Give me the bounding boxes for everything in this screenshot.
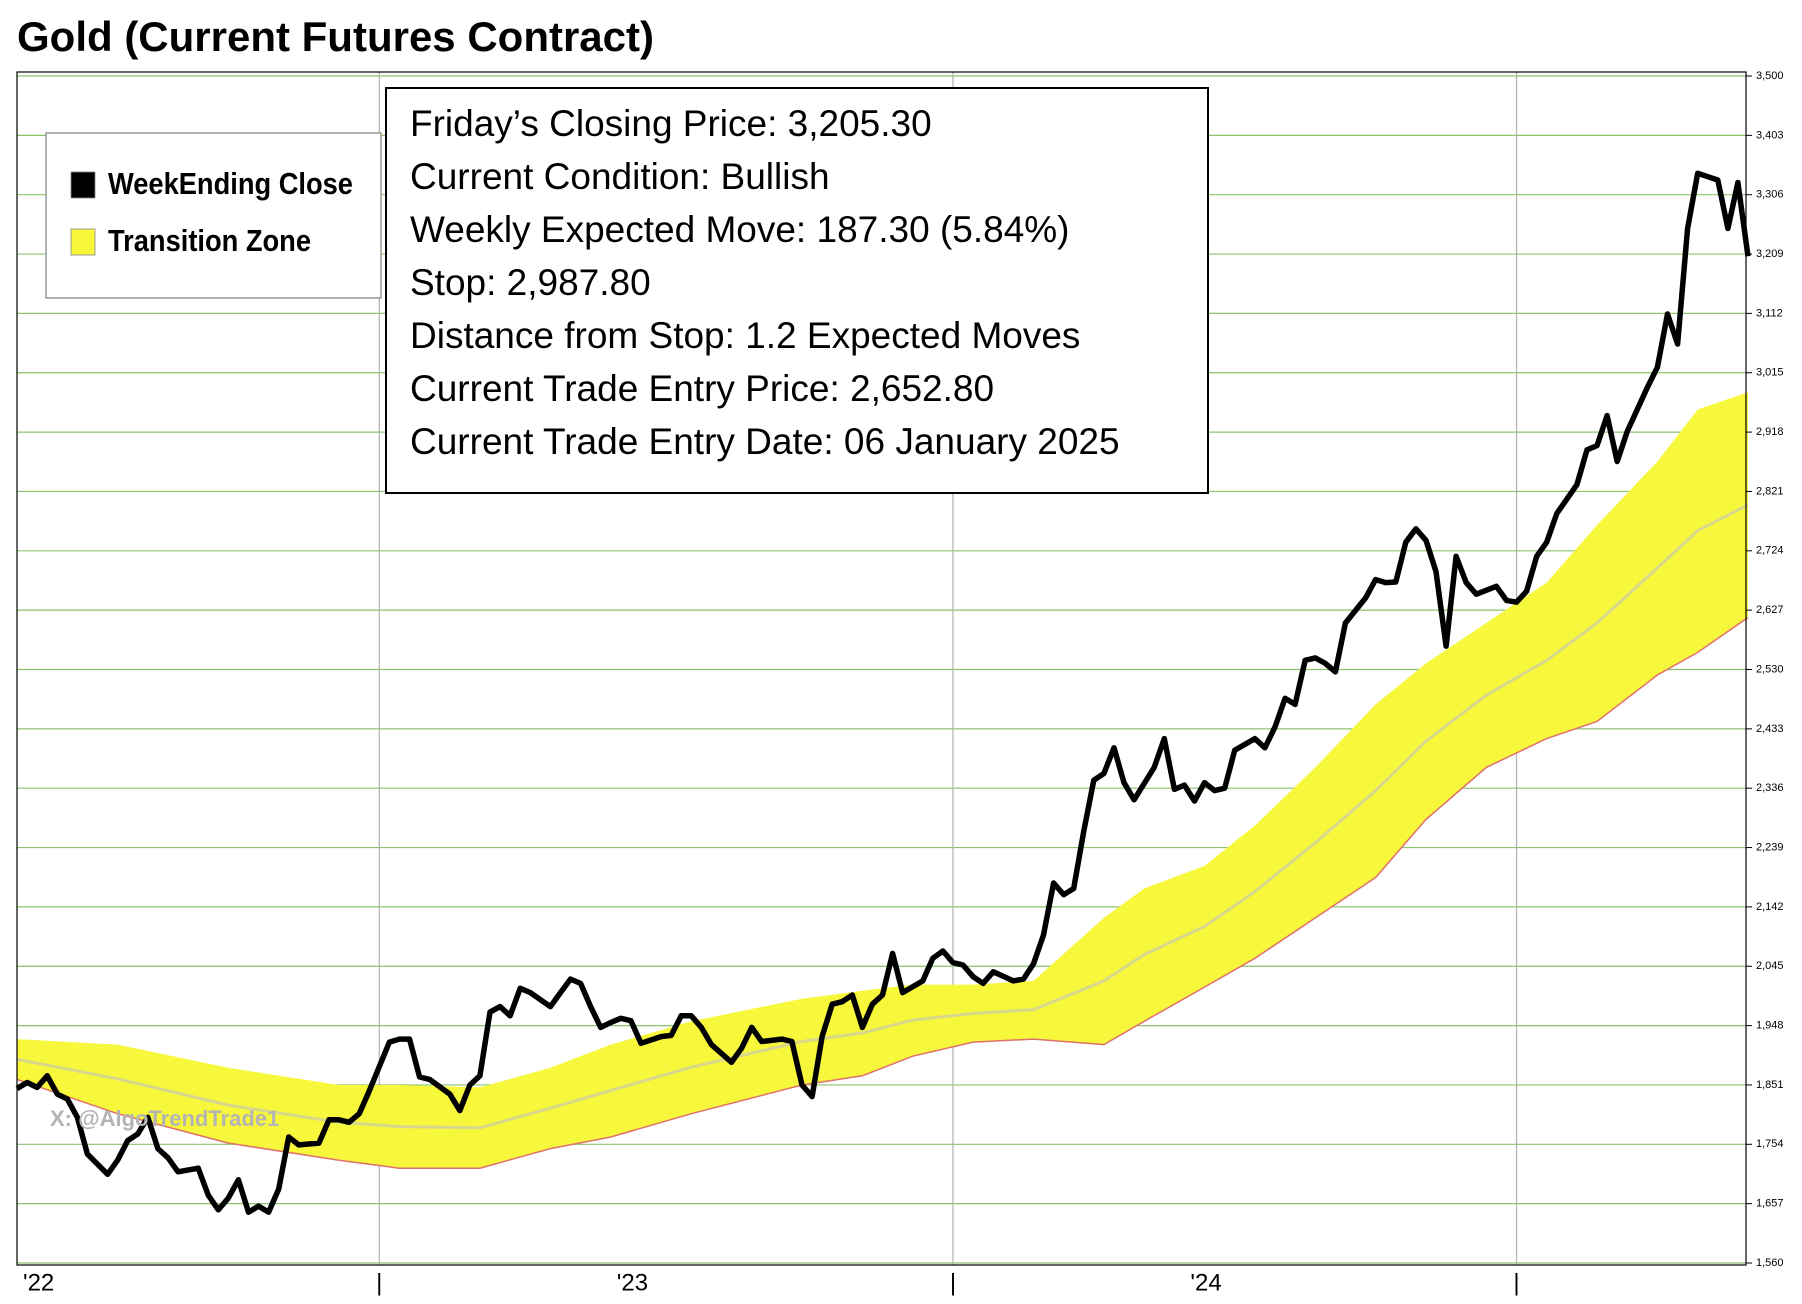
legend: WeekEnding Close Transition Zone (45, 132, 382, 299)
info-line: Weekly Expected Move: 187.30 (5.84%) (410, 209, 1070, 250)
zone-mid-line (16, 503, 1749, 1130)
info-line: Friday’s Closing Price: 3,205.30 (410, 103, 932, 144)
info-line: Current Condition: Bullish (410, 156, 830, 197)
info-line: Distance from Stop: 1.2 Expected Moves (410, 315, 1080, 356)
info-line: Stop: 2,987.80 (410, 262, 651, 303)
x-tick-label: | (1513, 1269, 1519, 1296)
transition-zone (17, 392, 1748, 1169)
y-tick-label: 1,754 (1756, 1138, 1784, 1150)
y-tick-label: 1,560 (1756, 1257, 1784, 1269)
y-tick-label: 2,530 (1756, 663, 1784, 675)
y-tick-label: 2,239 (1756, 841, 1784, 853)
y-tick-label: 1,851 (1756, 1079, 1784, 1091)
x-tick-label: | (950, 1269, 956, 1296)
close-line (15, 170, 1751, 1215)
y-tick-label: 2,336 (1756, 782, 1784, 794)
legend-label: WeekEnding Close (108, 168, 353, 202)
y-tick-label: 3,306 (1756, 189, 1784, 201)
chart-title: Gold (Current Futures Contract) (17, 13, 654, 60)
info-line: Current Trade Entry Price: 2,652.80 (410, 368, 994, 409)
y-tick-label: 2,433 (1756, 723, 1784, 735)
y-tick-label: 3,209 (1756, 248, 1784, 260)
y-tick-label: 2,627 (1756, 604, 1784, 616)
info-line: Current Trade Entry Date: 06 January 202… (410, 421, 1120, 462)
y-tick-label: 3,403 (1756, 129, 1784, 141)
y-tick-label: 2,724 (1756, 545, 1784, 557)
plot-frame (16, 71, 1747, 1266)
watermark: X: @AlgoTrendTrade1 (50, 1106, 279, 1131)
x-tick-label: | (376, 1269, 382, 1296)
info-box: Friday’s Closing Price: 3,205.30 Current … (385, 87, 1209, 494)
y-tick-label: 2,918 (1756, 426, 1784, 438)
x-tick-label: '22 (23, 1269, 54, 1296)
y-tick-label: 2,142 (1756, 901, 1784, 913)
y-tick-label: 3,015 (1756, 367, 1784, 379)
legend-swatch (70, 171, 96, 199)
y-tick-label: 2,045 (1756, 960, 1784, 972)
y-tick-label: 1,657 (1756, 1198, 1784, 1210)
info-box-frame (385, 87, 1209, 494)
legend-label: Transition Zone (108, 225, 311, 259)
x-tick-label: '24 (1190, 1269, 1221, 1296)
legend-box (45, 132, 382, 299)
plot-area: X: @AlgoTrendTrade1 (15, 170, 1751, 1215)
legend-swatch (70, 228, 96, 256)
y-tick-label: 1,948 (1756, 1020, 1784, 1032)
zone-lower-edge (16, 616, 1749, 1169)
x-tick-label: '23 (617, 1269, 648, 1296)
axes: 1,560 1,657 1,754 1,851 1,948 2,045 2,142 2,239… (23, 70, 1784, 1296)
y-tick-label: 3,500 (1756, 70, 1784, 82)
y-tick-label: 2,821 (1756, 485, 1784, 497)
y-tick-label: 3,112 (1756, 307, 1783, 319)
